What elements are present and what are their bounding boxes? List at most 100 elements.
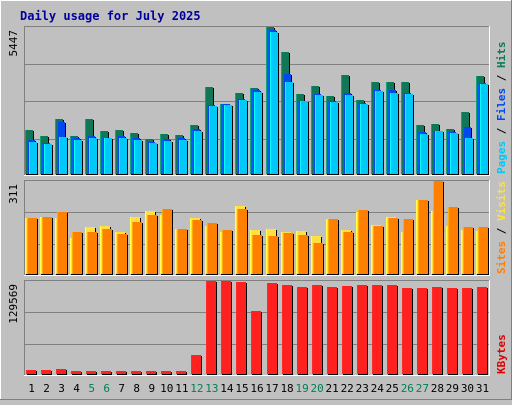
bar-requests-pages-10 <box>164 141 172 174</box>
legend-part-2: Files <box>495 88 508 121</box>
bar-requests-pages-15 <box>239 100 247 174</box>
bar-requests-pages-22 <box>345 95 353 174</box>
bar-requests-pages-1 <box>29 142 37 174</box>
bar-kbytes-kbytes-16 <box>251 311 261 374</box>
x-tick-label: 29 <box>446 382 459 395</box>
bar-kbytes-kbytes-8 <box>131 371 141 374</box>
bar-requests-pages-9 <box>149 143 157 174</box>
bar-requests-pages-29 <box>450 133 458 174</box>
x-tick-label: 8 <box>133 382 140 395</box>
bar-visits-sites-19 <box>298 235 308 274</box>
bar-kbytes-kbytes-10 <box>161 371 171 374</box>
bar-visits-sites-8 <box>132 222 142 274</box>
x-tick-label: 30 <box>461 382 474 395</box>
bar-visits-sites-13 <box>207 223 217 274</box>
x-tick-label: 23 <box>356 382 369 395</box>
x-tick-label: 1 <box>28 382 35 395</box>
legend-part-0: KBytes <box>495 334 508 374</box>
x-tick-label: 10 <box>160 382 173 395</box>
bar-kbytes-kbytes-13 <box>206 281 216 374</box>
bar-visits-sites-10 <box>162 209 172 274</box>
x-tick-label: 31 <box>476 382 489 395</box>
bar-requests-pages-8 <box>134 140 142 174</box>
bar-kbytes-kbytes-15 <box>236 282 246 374</box>
bar-requests-pages-3 <box>59 137 67 174</box>
bar-visits-sites-20 <box>313 243 323 274</box>
bar-kbytes-kbytes-11 <box>176 371 186 374</box>
x-tick-label: 18 <box>280 382 293 395</box>
bar-visits-sites-17 <box>268 236 278 274</box>
bar-kbytes-kbytes-14 <box>221 281 231 374</box>
bar-visits-sites-1 <box>27 218 37 274</box>
bar-visits-sites-6 <box>102 229 112 274</box>
chart-panels: 5447 Pages / Files / Hits 311 Sites / Visit… <box>7 26 508 376</box>
x-tick-label: 17 <box>265 382 278 395</box>
bar-visits-sites-21 <box>328 219 338 274</box>
x-tick-label: 22 <box>341 382 354 395</box>
bar-kbytes-kbytes-24 <box>372 285 382 374</box>
panel-kbytes-ymax-label: 129569 <box>7 284 20 324</box>
x-tick-label: 20 <box>311 382 324 395</box>
bar-kbytes-kbytes-22 <box>342 286 352 374</box>
bar-visits-sites-31 <box>478 227 488 274</box>
bar-visits-sites-16 <box>252 235 262 274</box>
bar-kbytes-kbytes-26 <box>402 288 412 374</box>
bar-visits-sites-22 <box>343 232 353 274</box>
bar-kbytes-kbytes-21 <box>327 287 337 374</box>
bar-kbytes-kbytes-6 <box>101 371 111 374</box>
bar-visits-sites-12 <box>192 220 202 274</box>
bar-requests-pages-25 <box>390 93 398 174</box>
bar-kbytes-kbytes-18 <box>282 285 292 374</box>
bar-visits-sites-4 <box>72 232 82 274</box>
bar-visits-sites-30 <box>463 227 473 274</box>
chart-title: Daily usage for July 2025 <box>20 9 201 23</box>
bar-requests-pages-23 <box>360 104 368 174</box>
bar-requests-pages-21 <box>330 102 338 174</box>
bar-kbytes-kbytes-1 <box>26 370 36 374</box>
legend-part-0: Sites <box>495 241 508 274</box>
x-tick-label: 4 <box>73 382 80 395</box>
legend-part-1: / <box>495 121 508 141</box>
bar-kbytes-kbytes-7 <box>116 371 126 374</box>
bar-visits-sites-15 <box>237 209 247 274</box>
bar-visits-sites-11 <box>177 229 187 274</box>
x-tick-label: 21 <box>326 382 339 395</box>
x-tick-label: 6 <box>103 382 110 395</box>
bar-requests-pages-16 <box>254 92 262 174</box>
bar-requests-pages-7 <box>119 138 127 174</box>
bar-requests-pages-17 <box>270 32 278 174</box>
panel-requests-legend: Pages / Files / Hits <box>495 42 508 175</box>
bar-requests-pages-13 <box>209 106 217 174</box>
bar-visits-sites-14 <box>222 230 232 274</box>
bar-kbytes-kbytes-12 <box>191 355 201 374</box>
bar-requests-pages-24 <box>375 91 383 174</box>
bar-requests-pages-31 <box>480 84 488 174</box>
bar-requests-pages-14 <box>224 105 232 174</box>
bar-kbytes-kbytes-2 <box>41 370 51 374</box>
x-tick-label: 11 <box>175 382 188 395</box>
bar-kbytes-kbytes-28 <box>432 287 442 374</box>
x-tick-label: 12 <box>190 382 203 395</box>
bar-requests-pages-28 <box>435 131 443 174</box>
bar-kbytes-kbytes-3 <box>56 369 66 374</box>
x-tick-label: 14 <box>220 382 234 395</box>
bar-requests-pages-4 <box>74 140 82 174</box>
bar-visits-sites-27 <box>418 200 428 274</box>
bar-requests-pages-6 <box>104 138 112 174</box>
bar-requests-pages-26 <box>405 94 413 174</box>
x-tick-label: 25 <box>386 382 399 395</box>
legend-part-1: / <box>495 221 508 241</box>
bar-requests-pages-12 <box>194 131 202 174</box>
x-tick-label: 28 <box>431 382 444 395</box>
bar-requests-pages-2 <box>44 144 52 174</box>
bar-visits-sites-29 <box>448 207 458 274</box>
panel-visits-legend: Sites / Visits <box>495 181 508 274</box>
x-tick-label: 2 <box>43 382 50 395</box>
bar-requests-pages-27 <box>420 134 428 174</box>
bar-visits-sites-3 <box>57 212 67 274</box>
x-tick-label: 5 <box>88 382 95 395</box>
bar-visits-sites-18 <box>283 233 293 274</box>
bar-requests-pages-30 <box>465 138 473 174</box>
